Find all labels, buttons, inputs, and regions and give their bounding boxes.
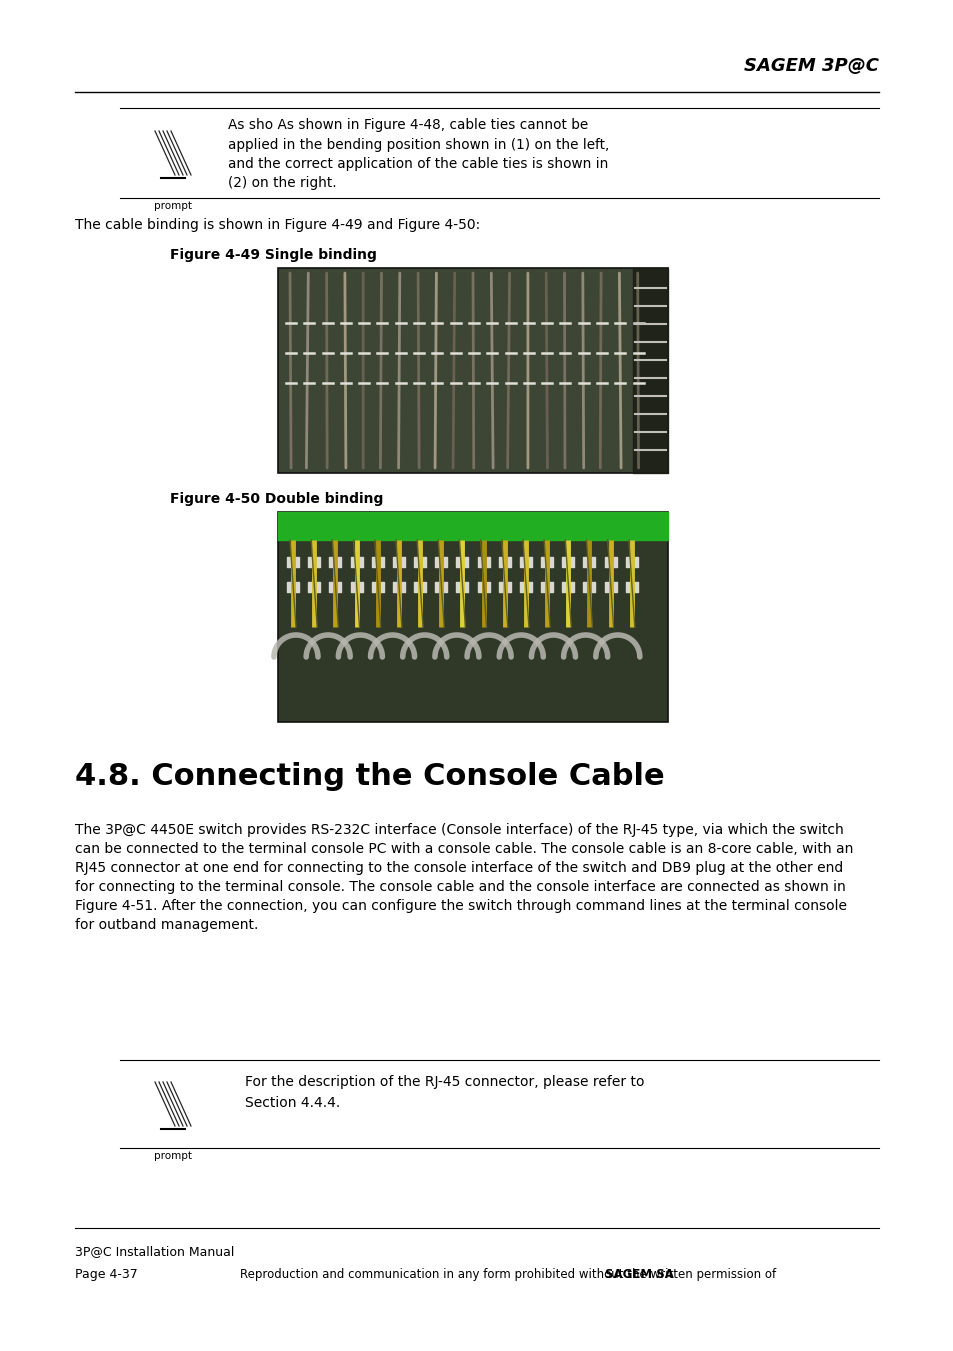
Text: RJ45 connector at one end for connecting to the console interface of the switch : RJ45 connector at one end for connecting…: [75, 861, 842, 875]
Bar: [277, 512, 667, 721]
Text: Page 4-37: Page 4-37: [75, 1269, 137, 1281]
Bar: [277, 267, 667, 473]
Text: For the description of the RJ-45 connector, please refer to
Section 4.4.4.: For the description of the RJ-45 connect…: [245, 1075, 644, 1109]
Text: Figure 4-49 Single binding: Figure 4-49 Single binding: [170, 249, 376, 262]
Text: prompt: prompt: [153, 201, 192, 211]
Text: Reproduction and communication in any form prohibited without the written permis: Reproduction and communication in any fo…: [240, 1269, 779, 1281]
Text: 3P@C Installation Manual: 3P@C Installation Manual: [75, 1246, 234, 1258]
Text: 4.8. Connecting the Console Cable: 4.8. Connecting the Console Cable: [75, 762, 664, 790]
Text: can be connected to the terminal console PC with a console cable. The console ca: can be connected to the terminal console…: [75, 842, 853, 857]
Text: Figure 4-51. After the connection, you can configure the switch through command : Figure 4-51. After the connection, you c…: [75, 898, 846, 913]
Text: The 3P@C 4450E switch provides RS-232C interface (Console interface) of the RJ-4: The 3P@C 4450E switch provides RS-232C i…: [75, 823, 842, 838]
Text: As sho As shown in Figure 4-48, cable ties cannot be
applied in the bending posi: As sho As shown in Figure 4-48, cable ti…: [228, 118, 609, 190]
Text: prompt: prompt: [153, 1151, 192, 1161]
Text: SAGEM 3P@C: SAGEM 3P@C: [743, 57, 878, 76]
Text: for outband management.: for outband management.: [75, 917, 258, 932]
Text: SAGEM SA: SAGEM SA: [604, 1269, 674, 1281]
Text: The cable binding is shown in Figure 4-49 and Figure 4-50:: The cable binding is shown in Figure 4-4…: [75, 218, 479, 232]
Text: for connecting to the terminal console. The console cable and the console interf: for connecting to the terminal console. …: [75, 880, 845, 894]
Text: Figure 4-50 Double binding: Figure 4-50 Double binding: [170, 492, 383, 507]
